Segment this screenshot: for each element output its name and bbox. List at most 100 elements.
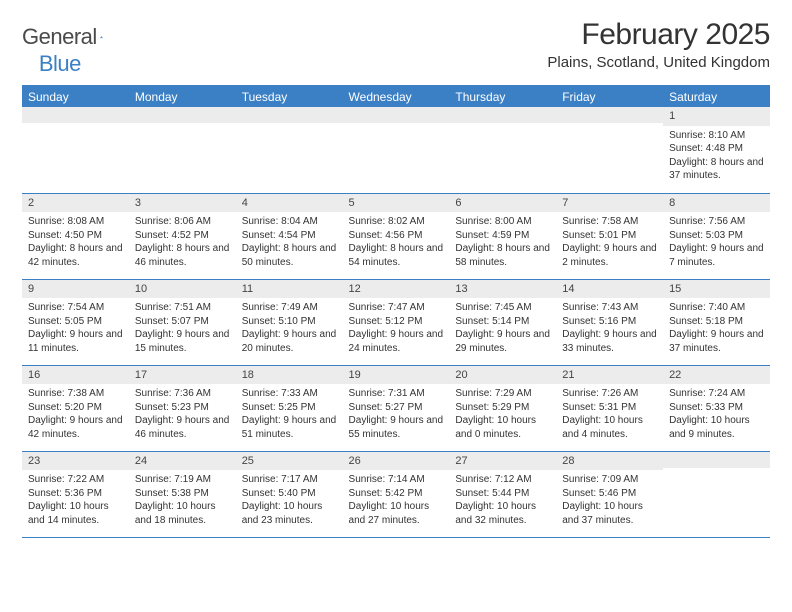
sunset-text: Sunset: 4:48 PM: [669, 142, 764, 156]
day-data: Sunrise: 7:09 AMSunset: 5:46 PMDaylight:…: [556, 470, 663, 531]
sunrise-text: Sunrise: 7:33 AM: [242, 387, 337, 401]
calendar-cell: 21Sunrise: 7:26 AMSunset: 5:31 PMDayligh…: [556, 365, 663, 451]
sunrise-text: Sunrise: 7:14 AM: [349, 473, 444, 487]
daylight-text: Daylight: 9 hours and 7 minutes.: [669, 242, 764, 269]
sunrise-text: Sunrise: 7:31 AM: [349, 387, 444, 401]
day-number: 23: [22, 452, 129, 471]
sunrise-text: Sunrise: 7:29 AM: [455, 387, 550, 401]
day-data: Sunrise: 8:06 AMSunset: 4:52 PMDaylight:…: [129, 212, 236, 273]
sunset-text: Sunset: 4:56 PM: [349, 229, 444, 243]
day-number: 2: [22, 194, 129, 213]
day-data: Sunrise: 7:38 AMSunset: 5:20 PMDaylight:…: [22, 384, 129, 445]
day-data: Sunrise: 7:36 AMSunset: 5:23 PMDaylight:…: [129, 384, 236, 445]
sunrise-text: Sunrise: 8:02 AM: [349, 215, 444, 229]
calendar-cell: 18Sunrise: 7:33 AMSunset: 5:25 PMDayligh…: [236, 365, 343, 451]
sunrise-text: Sunrise: 7:22 AM: [28, 473, 123, 487]
sunrise-text: Sunrise: 8:06 AM: [135, 215, 230, 229]
calendar-cell: 19Sunrise: 7:31 AMSunset: 5:27 PMDayligh…: [343, 365, 450, 451]
calendar-cell: [236, 107, 343, 193]
calendar-cell: 10Sunrise: 7:51 AMSunset: 5:07 PMDayligh…: [129, 279, 236, 365]
day-data: Sunrise: 8:08 AMSunset: 4:50 PMDaylight:…: [22, 212, 129, 273]
day-data: Sunrise: 7:22 AMSunset: 5:36 PMDaylight:…: [22, 470, 129, 531]
day-data: Sunrise: 8:04 AMSunset: 4:54 PMDaylight:…: [236, 212, 343, 273]
calendar-week: 1Sunrise: 8:10 AMSunset: 4:48 PMDaylight…: [22, 107, 770, 193]
calendar-cell: 5 Sunrise: 8:02 AMSunset: 4:56 PMDaylight…: [343, 193, 450, 279]
daylight-text: Daylight: 9 hours and 46 minutes.: [135, 414, 230, 441]
day-data: Sunrise: 7:26 AMSunset: 5:31 PMDaylight:…: [556, 384, 663, 445]
sunset-text: Sunset: 5:12 PM: [349, 315, 444, 329]
calendar-cell: [449, 107, 556, 193]
sunset-text: Sunset: 5:36 PM: [28, 487, 123, 501]
daylight-text: Daylight: 9 hours and 2 minutes.: [562, 242, 657, 269]
sunrise-text: Sunrise: 7:47 AM: [349, 301, 444, 315]
sunrise-text: Sunrise: 8:10 AM: [669, 129, 764, 143]
day-number: 27: [449, 452, 556, 471]
calendar-cell: 20Sunrise: 7:29 AMSunset: 5:29 PMDayligh…: [449, 365, 556, 451]
calendar-cell: 22Sunrise: 7:24 AMSunset: 5:33 PMDayligh…: [663, 365, 770, 451]
day-number: 12: [343, 280, 450, 299]
daylight-text: Daylight: 10 hours and 4 minutes.: [562, 414, 657, 441]
calendar-table: Sunday Monday Tuesday Wednesday Thursday…: [22, 85, 770, 537]
daylight-text: Daylight: 10 hours and 18 minutes.: [135, 500, 230, 527]
day-number: 11: [236, 280, 343, 299]
calendar-cell: 28Sunrise: 7:09 AMSunset: 5:46 PMDayligh…: [556, 451, 663, 537]
calendar-cell: 17Sunrise: 7:36 AMSunset: 5:23 PMDayligh…: [129, 365, 236, 451]
daylight-text: Daylight: 8 hours and 54 minutes.: [349, 242, 444, 269]
daylight-text: Daylight: 8 hours and 42 minutes.: [28, 242, 123, 269]
calendar-cell: 27Sunrise: 7:12 AMSunset: 5:44 PMDayligh…: [449, 451, 556, 537]
logo-text-1: General: [22, 24, 97, 49]
day-data: Sunrise: 7:19 AMSunset: 5:38 PMDaylight:…: [129, 470, 236, 531]
day-number: 10: [129, 280, 236, 299]
day-number: 21: [556, 366, 663, 385]
daylight-text: Daylight: 10 hours and 9 minutes.: [669, 414, 764, 441]
day-number: 9: [22, 280, 129, 299]
calendar-cell: [556, 107, 663, 193]
day-number: 8: [663, 194, 770, 213]
day-header: Saturday: [663, 86, 770, 107]
sunrise-text: Sunrise: 7:26 AM: [562, 387, 657, 401]
day-number: 17: [129, 366, 236, 385]
sunset-text: Sunset: 5:38 PM: [135, 487, 230, 501]
daylight-text: Daylight: 9 hours and 15 minutes.: [135, 328, 230, 355]
calendar-cell: 26Sunrise: 7:14 AMSunset: 5:42 PMDayligh…: [343, 451, 450, 537]
day-number: [22, 107, 129, 123]
sunrise-text: Sunrise: 7:40 AM: [669, 301, 764, 315]
sunset-text: Sunset: 5:31 PM: [562, 401, 657, 415]
sunrise-text: Sunrise: 7:19 AM: [135, 473, 230, 487]
day-number: 28: [556, 452, 663, 471]
day-number: 24: [129, 452, 236, 471]
day-number: 15: [663, 280, 770, 299]
daylight-text: Daylight: 9 hours and 55 minutes.: [349, 414, 444, 441]
calendar-week: 9Sunrise: 7:54 AMSunset: 5:05 PMDaylight…: [22, 279, 770, 365]
day-header: Tuesday: [236, 86, 343, 107]
sunrise-text: Sunrise: 7:12 AM: [455, 473, 550, 487]
sunset-text: Sunset: 4:52 PM: [135, 229, 230, 243]
calendar-week: 23Sunrise: 7:22 AMSunset: 5:36 PMDayligh…: [22, 451, 770, 537]
calendar-cell: 6Sunrise: 8:00 AMSunset: 4:59 PMDaylight…: [449, 193, 556, 279]
logo: General: [22, 18, 121, 50]
sunrise-text: Sunrise: 8:08 AM: [28, 215, 123, 229]
day-data: Sunrise: 8:00 AMSunset: 4:59 PMDaylight:…: [449, 212, 556, 273]
daylight-text: Daylight: 9 hours and 51 minutes.: [242, 414, 337, 441]
calendar-cell: [22, 107, 129, 193]
calendar-cell: 25Sunrise: 7:17 AMSunset: 5:40 PMDayligh…: [236, 451, 343, 537]
day-data: Sunrise: 7:24 AMSunset: 5:33 PMDaylight:…: [663, 384, 770, 445]
calendar-cell: 11Sunrise: 7:49 AMSunset: 5:10 PMDayligh…: [236, 279, 343, 365]
calendar-cell: 4Sunrise: 8:04 AMSunset: 4:54 PMDaylight…: [236, 193, 343, 279]
day-number: 16: [22, 366, 129, 385]
sunrise-text: Sunrise: 7:51 AM: [135, 301, 230, 315]
day-header: Sunday: [22, 86, 129, 107]
sunset-text: Sunset: 4:50 PM: [28, 229, 123, 243]
sunrise-text: Sunrise: 8:00 AM: [455, 215, 550, 229]
day-data: Sunrise: 7:12 AMSunset: 5:44 PMDaylight:…: [449, 470, 556, 531]
day-number: [556, 107, 663, 123]
daylight-text: Daylight: 9 hours and 37 minutes.: [669, 328, 764, 355]
calendar-cell: 3Sunrise: 8:06 AMSunset: 4:52 PMDaylight…: [129, 193, 236, 279]
sunset-text: Sunset: 5:01 PM: [562, 229, 657, 243]
sunset-text: Sunset: 5:16 PM: [562, 315, 657, 329]
day-number: 3: [129, 194, 236, 213]
day-number: 5: [343, 194, 450, 213]
day-number: 1: [663, 107, 770, 126]
day-number: 7: [556, 194, 663, 213]
day-number: 25: [236, 452, 343, 471]
